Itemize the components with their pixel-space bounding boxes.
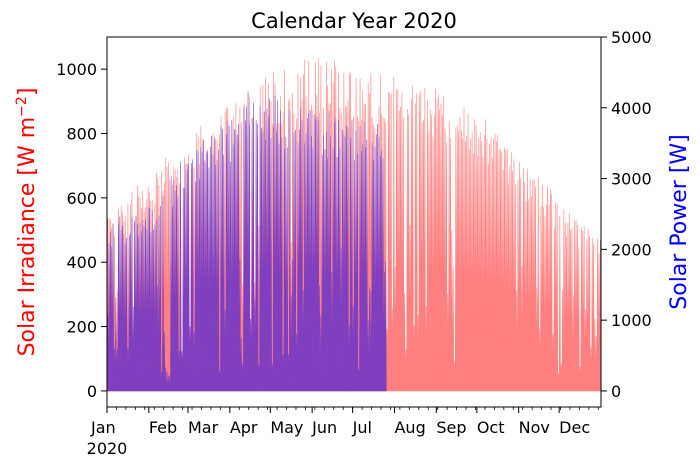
right-tick-label: 3000 xyxy=(611,170,652,189)
right-tick-label: 0 xyxy=(611,382,621,401)
left-tick-label: 200 xyxy=(66,318,97,337)
x-tick-label-jun: Jun xyxy=(311,418,337,437)
x-year-label: 2020 xyxy=(87,439,128,458)
x-tick-label-feb: Feb xyxy=(149,418,177,437)
left-tick-label: 0 xyxy=(87,382,97,401)
x-tick-label-aug: Aug xyxy=(394,418,425,437)
x-tick-label-nov: Nov xyxy=(519,418,550,437)
left-tick-label: 1000 xyxy=(56,60,97,79)
right-tick-label: 4000 xyxy=(611,99,652,118)
left-tick-label: 600 xyxy=(66,189,97,208)
left-axis-label-sup: −2 xyxy=(14,96,30,117)
plot-frame xyxy=(106,36,602,408)
x-tick-label-mar: Mar xyxy=(188,418,219,437)
plot-area xyxy=(106,57,602,392)
x-tick-label-jul: Jul xyxy=(352,418,372,437)
x-tick-label-apr: Apr xyxy=(230,418,258,437)
chart-title: Calendar Year 2020 xyxy=(251,9,457,33)
left-axis-label-end: ] xyxy=(15,88,40,97)
left-axis-ticks: 0 200 400 600 800 1000 xyxy=(56,60,107,401)
left-tick-label: 800 xyxy=(66,125,97,144)
series-solar-power-area xyxy=(106,91,387,392)
left-tick-label: 400 xyxy=(66,253,97,272)
left-axis-label-main: Solar Irradiance [W m xyxy=(15,117,40,357)
right-tick-label: 1000 xyxy=(611,311,652,330)
right-axis-ticks: 0 1000 2000 3000 4000 5000 xyxy=(601,28,652,401)
right-axis-label: Solar Power [W] xyxy=(667,134,692,309)
x-tick-label-oct: Oct xyxy=(477,418,505,437)
x-axis-ticks: Jan Feb Mar Apr May Jun Jul Aug Sep Oct Nov Dec xyxy=(90,407,599,437)
x-tick-label-sep: Sep xyxy=(436,418,466,437)
x-tick-label-may: May xyxy=(270,418,303,437)
right-tick-label: 5000 xyxy=(611,28,652,47)
x-tick-label-dec: Dec xyxy=(559,418,590,437)
right-tick-label: 2000 xyxy=(611,240,652,259)
x-tick-label-jan: Jan xyxy=(90,418,116,437)
left-axis-label: Solar Irradiance [W m−2] xyxy=(14,88,40,357)
